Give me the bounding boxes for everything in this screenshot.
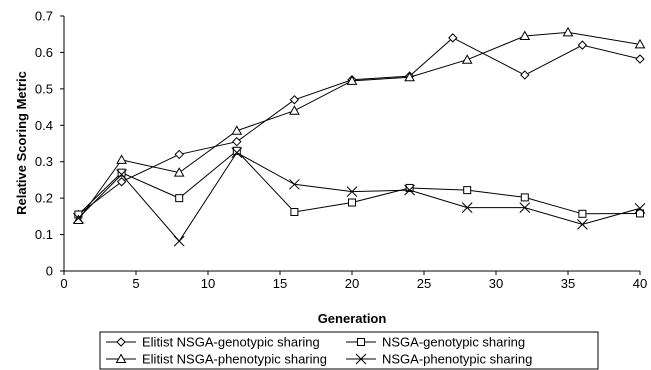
legend-item: Elitist NSGA-phenotypic sharing [106, 352, 327, 367]
data-point-x [173, 235, 185, 247]
y-axis-title: Relative Scoring Metric [14, 71, 29, 215]
x-tick-label: 25 [417, 276, 431, 291]
data-point-square [348, 198, 356, 207]
x-tick-label: 20 [345, 276, 359, 291]
data-point-triangle [73, 214, 84, 224]
data-point-triangle [562, 26, 574, 37]
data-point-x [634, 202, 646, 214]
data-point-diamond [635, 54, 645, 64]
legend-item: Elitist NSGA-genotypic sharing [106, 335, 320, 350]
data-point-diamond [448, 33, 458, 43]
plot-area: 0 5 10 15 20 25 30 35 40 0 0.1 0.2 0.3 0.4 0.5 0.6 0.7 [35, 9, 647, 292]
series-line [78, 151, 641, 242]
data-point-diamond [232, 136, 242, 147]
data-point-triangle [289, 105, 300, 115]
data-point-triangle [634, 38, 646, 49]
data-point-square [232, 146, 241, 155]
data-point-square [290, 207, 299, 216]
data-point-square [175, 194, 184, 203]
data-point-diamond [577, 40, 588, 50]
series-diamond [73, 33, 645, 220]
data-point-square [117, 168, 126, 177]
legend-marker-x [355, 353, 367, 365]
series-line [78, 150, 641, 215]
y-tick-label: 0.7 [35, 9, 53, 24]
y-tick-label: 0.1 [35, 227, 53, 242]
legend-marker-triangle [115, 353, 127, 363]
legend-label: Elitist NSGA-phenotypic sharing [142, 352, 327, 367]
y-tick-label: 0.4 [35, 118, 53, 133]
data-point-x [577, 219, 588, 230]
data-point-x [289, 178, 300, 190]
x-tick-label: 40 [633, 276, 647, 291]
series-triangle [73, 26, 646, 224]
legend-frame [99, 331, 599, 370]
data-point-triangle [461, 54, 473, 64]
y-tick-label: 0.5 [35, 81, 53, 96]
x-axis-title: Generation [318, 311, 387, 326]
legend-marker-square [357, 338, 365, 346]
data-point-x [519, 202, 531, 213]
data-point-triangle [519, 30, 531, 41]
data-point-x [116, 169, 127, 180]
legend-item: NSGA-phenotypic sharing [346, 352, 532, 367]
x-tick-label: 10 [201, 276, 215, 291]
series-layer [73, 26, 646, 247]
data-point-x [346, 186, 358, 197]
data-point-diamond [289, 95, 300, 105]
x-tick-label: 35 [561, 276, 575, 291]
legend-marker-diamond [116, 337, 126, 347]
chart-legend: Elitist NSGA-genotypic sharing NSGA-genot… [99, 331, 599, 370]
x-tick-label: 5 [132, 276, 139, 291]
data-point-diamond [174, 149, 184, 160]
data-point-triangle [173, 167, 185, 177]
data-point-square [463, 186, 472, 195]
data-point-square [636, 209, 644, 218]
legend-label: NSGA-phenotypic sharing [382, 352, 532, 367]
y-tick-label: 0.2 [35, 191, 53, 206]
x-tick-label: 30 [489, 276, 503, 291]
data-point-triangle [346, 75, 358, 85]
data-point-diamond [116, 177, 127, 187]
data-point-x [231, 147, 243, 158]
axis-ticks: 0 5 10 15 20 25 30 35 40 0 0.1 0.2 0.3 0.4 0.5 0.6 0.7 [35, 9, 647, 292]
data-point-x [461, 202, 473, 213]
legend-item: NSGA-genotypic sharing [346, 335, 525, 350]
data-point-triangle [404, 71, 415, 82]
data-point-diamond [520, 70, 530, 80]
data-point-triangle [231, 125, 243, 135]
series-x [73, 147, 646, 247]
y-tick-label: 0.3 [35, 154, 53, 169]
data-point-square [578, 209, 587, 218]
legend-label: NSGA-genotypic sharing [382, 335, 525, 350]
x-tick-label: 15 [273, 276, 287, 291]
y-tick-label: 0.6 [35, 45, 53, 60]
data-point-triangle [116, 154, 127, 164]
y-tick-label: 0 [46, 264, 53, 279]
series-line [78, 37, 641, 215]
data-point-x [404, 184, 415, 196]
data-point-x [73, 212, 84, 224]
series-square [74, 146, 644, 219]
x-tick-label: 0 [60, 276, 67, 291]
data-point-square [405, 183, 414, 192]
legend-label: Elitist NSGA-genotypic sharing [142, 335, 320, 350]
data-point-square [520, 193, 529, 202]
